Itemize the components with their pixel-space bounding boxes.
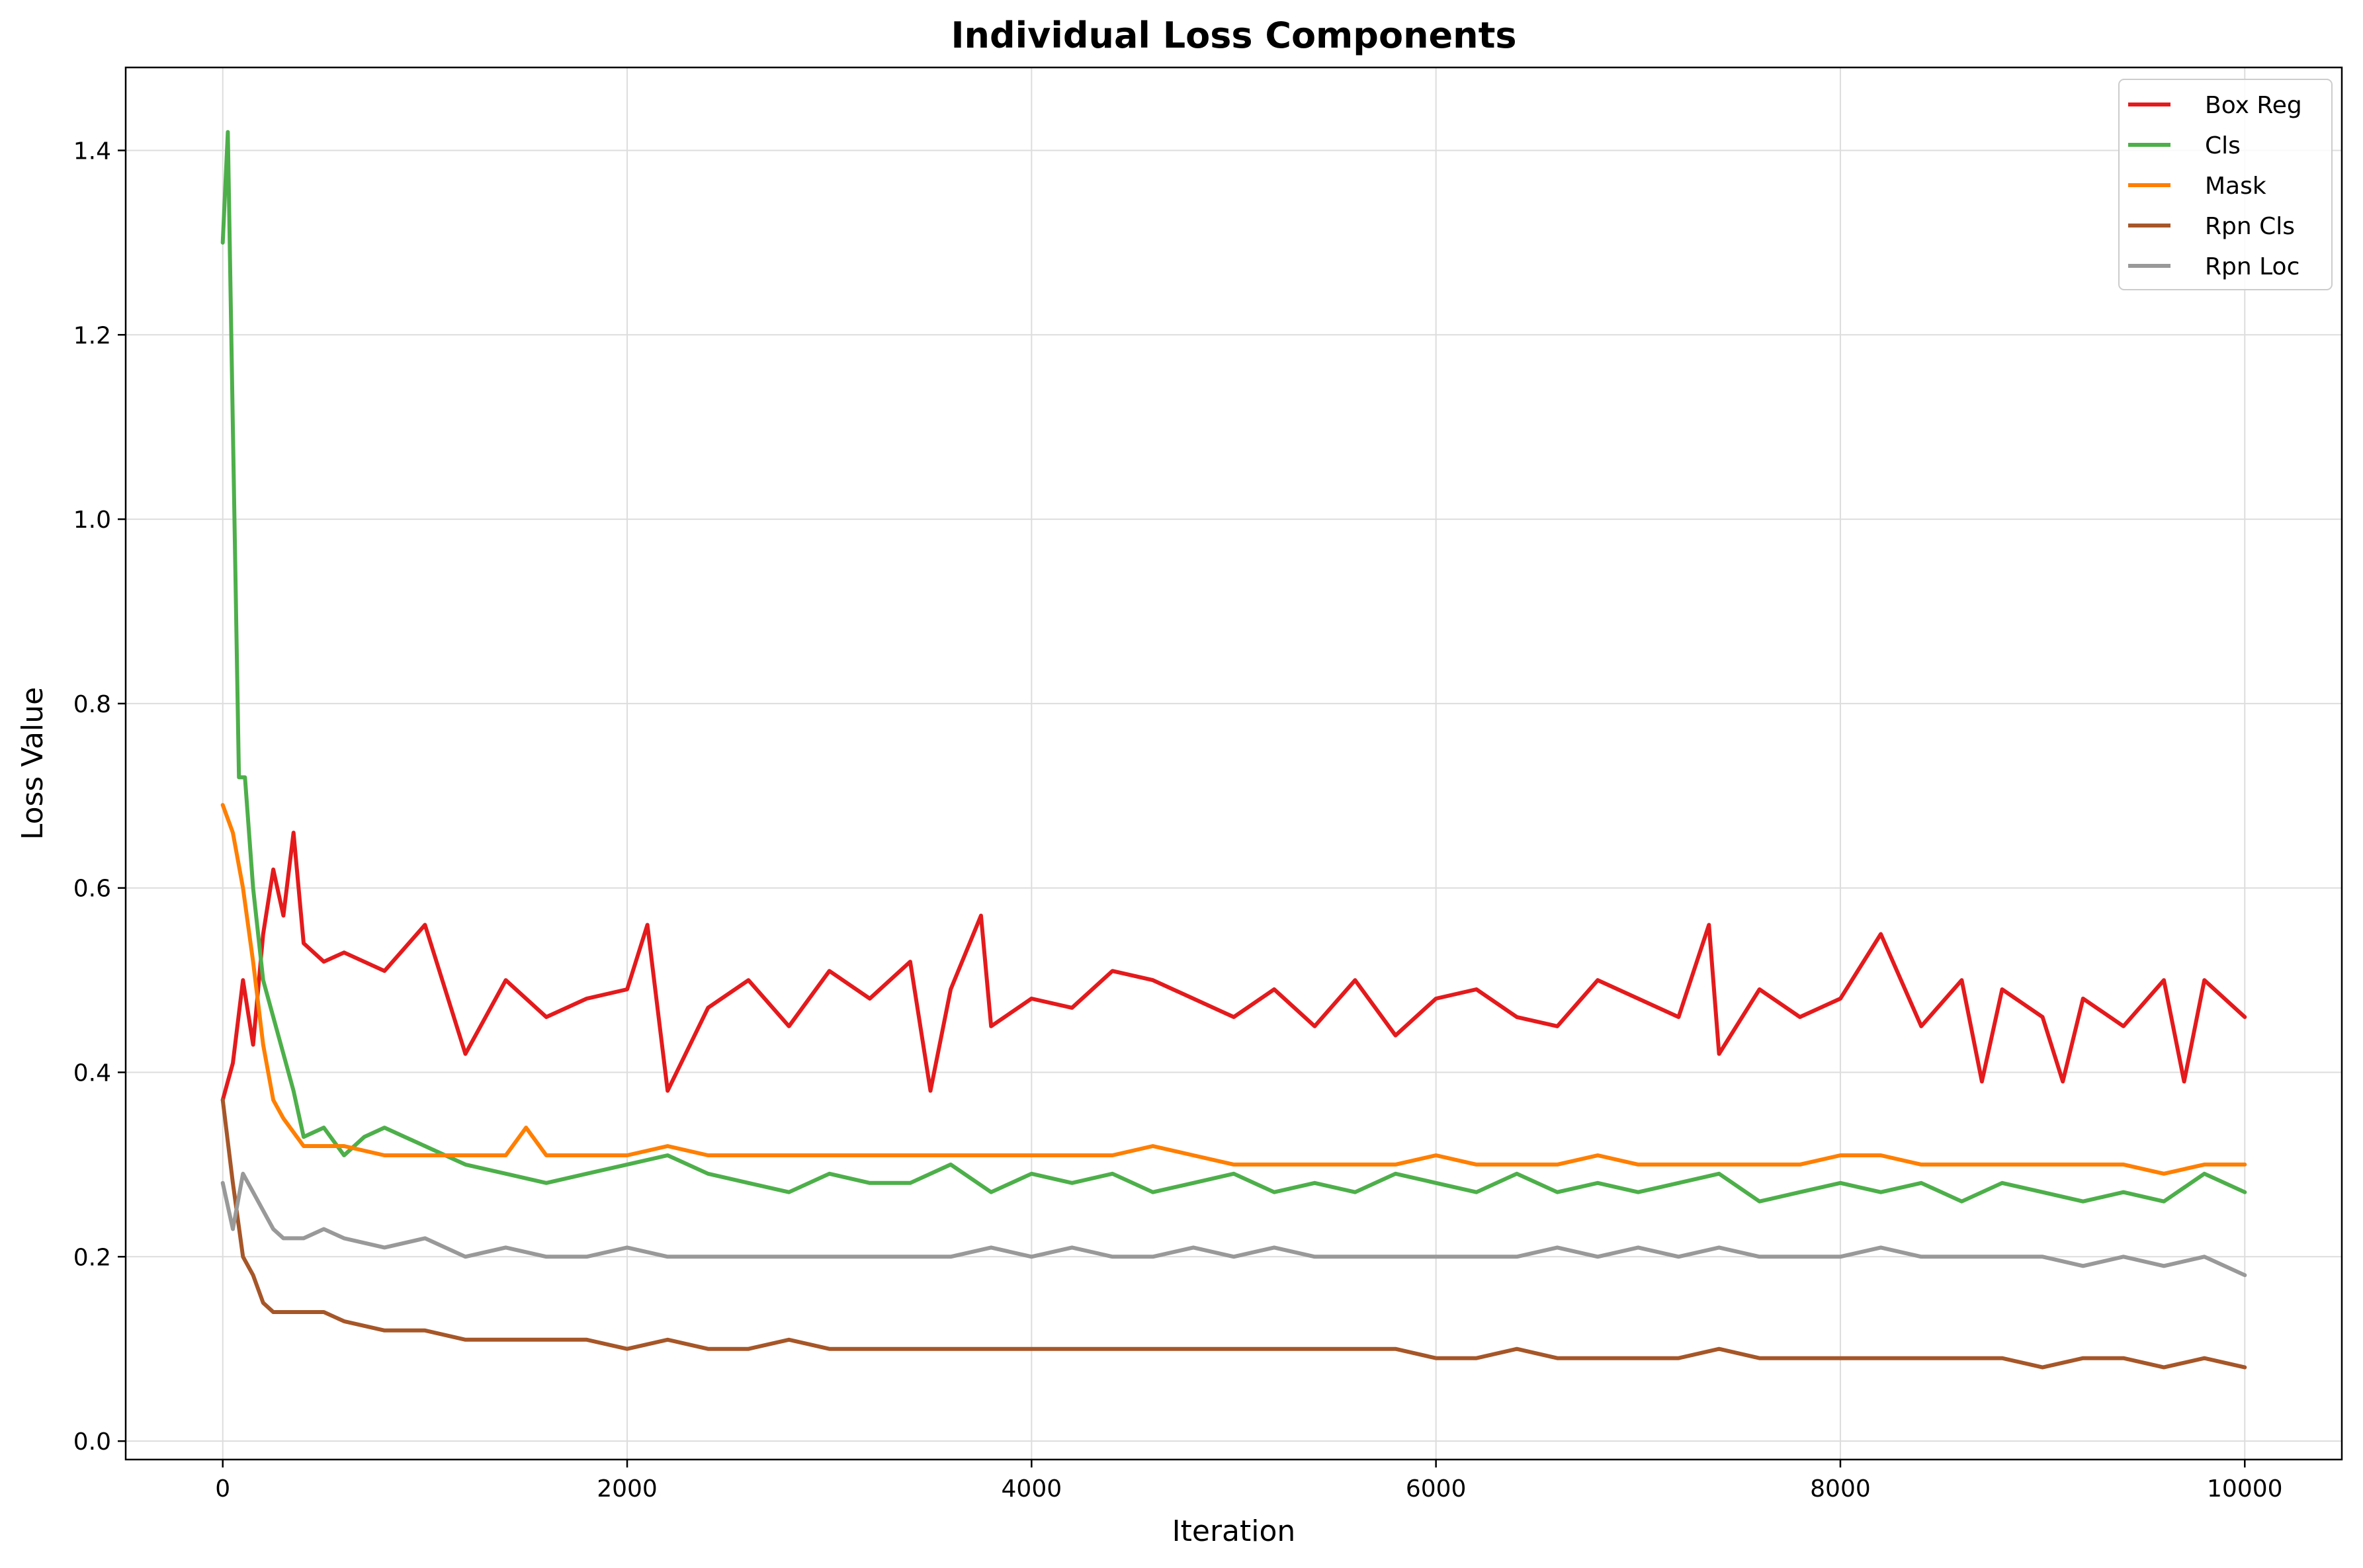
- x-tick-label: 0: [215, 1475, 230, 1503]
- plot-frame: [124, 66, 2343, 1461]
- legend-label-cls: Cls: [2205, 132, 2241, 159]
- x-axis-title: Iteration: [1172, 1514, 1296, 1548]
- series-layer: [220, 130, 2247, 1370]
- x-tick-label: 6000: [1406, 1475, 1467, 1503]
- x-tick-label: 4000: [1002, 1475, 1062, 1503]
- legend-label-mask: Mask: [2205, 173, 2266, 200]
- series-line-box-reg: [220, 831, 2247, 1102]
- y-tick-label: 1.4: [73, 138, 111, 165]
- legend-frame: [2118, 79, 2333, 290]
- x-tick-label: 2000: [597, 1475, 658, 1503]
- series-line-mask: [220, 803, 2247, 1176]
- y-tick-label: 0.2: [73, 1244, 111, 1271]
- y-tick-label: 1.2: [73, 322, 111, 349]
- y-tick-label: 0.6: [73, 876, 111, 903]
- legend-label-rpn-cls: Rpn Cls: [2205, 213, 2295, 240]
- axes: 0 2000 4000 6000 8000 10000 0.0 0.2 0.4 0.6 0.8 1.0…: [73, 138, 2283, 1503]
- legend-label-box-reg: Box Reg: [2205, 92, 2302, 119]
- y-tick-label: 0.0: [73, 1428, 111, 1456]
- x-tick-label: 10000: [2207, 1475, 2283, 1503]
- series-line-rpn-loc: [220, 1171, 2247, 1278]
- y-tick-label: 0.4: [73, 1060, 111, 1087]
- series-line-cls: [220, 130, 2247, 1204]
- grid: [126, 67, 2342, 1460]
- series-line-rpn-cls: [220, 1098, 2247, 1370]
- legend: Box Reg Cls Mask Rpn Cls Rpn Loc: [2118, 79, 2333, 290]
- legend-label-rpn-loc: Rpn Loc: [2205, 253, 2299, 280]
- chart-title: Individual Loss Components: [951, 15, 1516, 56]
- y-tick-label: 1.0: [73, 507, 111, 534]
- y-axis-title: Loss Value: [16, 687, 50, 840]
- x-tick-label: 8000: [1810, 1475, 1871, 1503]
- y-tick-label: 0.8: [73, 691, 111, 718]
